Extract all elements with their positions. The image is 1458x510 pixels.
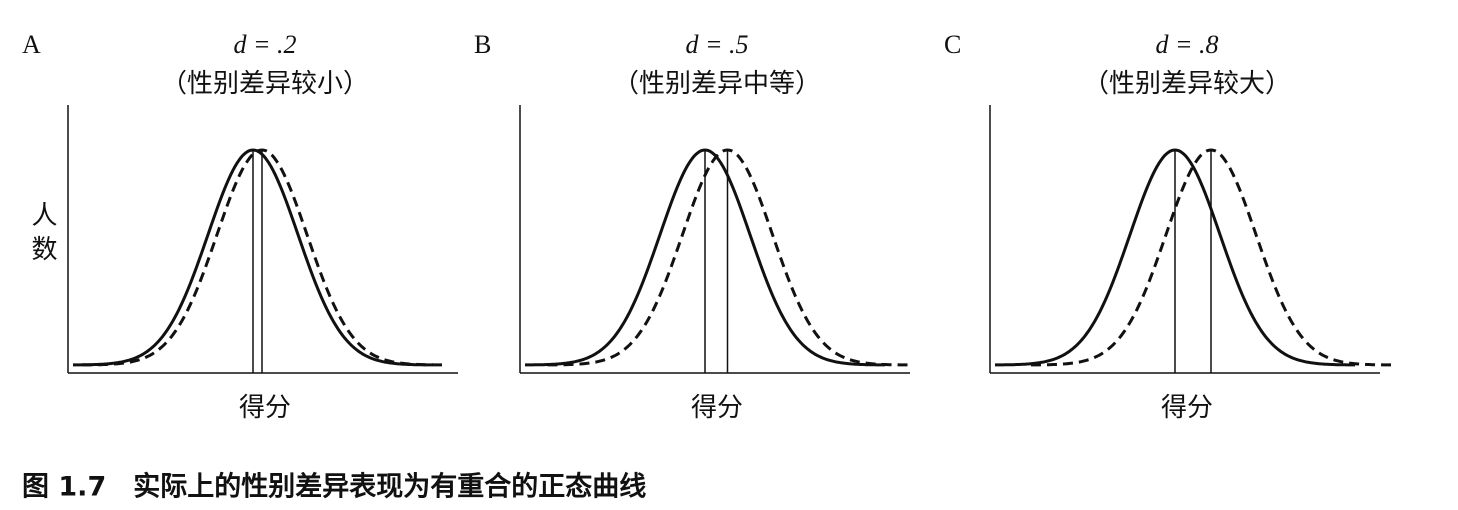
caption: 图 1.7 实际上的性别差异表现为有重合的正态曲线 (22, 471, 646, 503)
x-axis-label: 得分 (691, 393, 743, 422)
panel-subtitle: （性别差异较大） (1083, 69, 1291, 98)
y-axis-label: 人数 (28, 201, 57, 269)
panel-title: d = .5 (685, 30, 748, 59)
panel-label: C (944, 30, 961, 59)
panel-subtitle: （性别差异较小） (161, 69, 369, 98)
panel-label: A (22, 30, 41, 59)
panel-title: d = .2 (233, 30, 296, 59)
x-axis-label: 得分 (1161, 393, 1213, 422)
panel-label: B (474, 30, 491, 59)
x-axis-label: 得分 (239, 393, 291, 422)
panel-subtitle: （性别差异中等） (613, 69, 821, 98)
panel-title: d = .8 (1155, 30, 1218, 59)
